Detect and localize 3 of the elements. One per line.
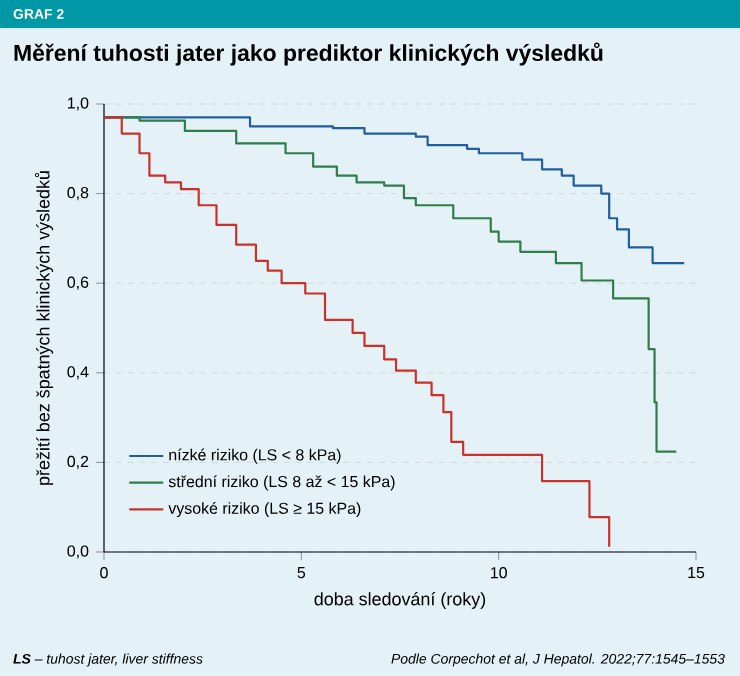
x-axis-title: doba sledování (roky): [314, 591, 486, 609]
chart-title: Měření tuhosti jater jako prediktor klinických výsledků: [14, 42, 603, 66]
y-axis-title: přežití bez špatných klinických výsledků: [34, 171, 54, 485]
